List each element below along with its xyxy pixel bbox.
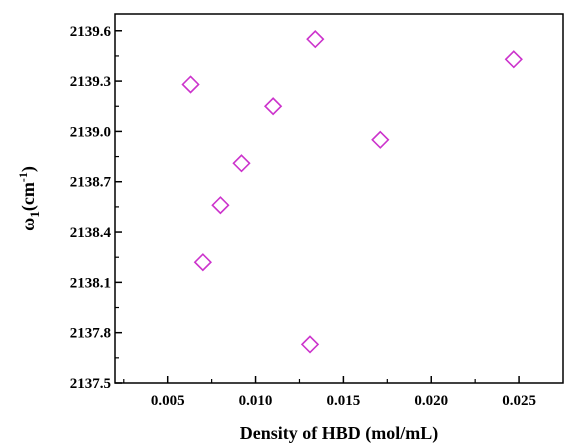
y-tick-label: 2138.1 [70,275,111,291]
plot-border [114,13,564,384]
y-axis-title-superscript: -1 [16,172,30,182]
y-tick-label: 2139.3 [70,74,111,90]
y-axis-title-symbol: ω [18,218,38,231]
data-point-marker [300,335,320,354]
data-point-marker [263,97,283,116]
data-point-marker [211,196,230,215]
data-point-marker [193,253,212,272]
y-axis-title: ω1(cm-1) [16,166,42,231]
x-tick-label: 0.020 [414,393,448,409]
y-axis-title-unit-open: (cm [18,182,39,211]
y-axis-title-subscript: 1 [27,211,42,218]
data-point-marker [504,50,523,69]
x-tick-label: 0.010 [239,393,273,409]
y-tick-label: 2138.4 [70,225,112,241]
data-point-marker [371,130,390,149]
data-point-marker [306,30,325,49]
y-axis: 2137.5 2137.8 2138.1 2138.4 2138.7 2139.0 2139… [70,24,122,392]
x-axis: 0.005 0.010 0.015 0.020 0.025 [123,376,536,409]
y-tick-label: 2139.6 [70,24,112,40]
x-tick-label: 0.025 [502,393,536,409]
x-tick-label: 0.015 [327,393,361,409]
plot-frame [114,13,564,384]
data-point-marker [232,154,251,173]
y-tick-label: 2139.0 [70,124,111,140]
data-markers [181,30,523,354]
y-axis-title-unit-close: ) [18,166,39,172]
data-point-marker [181,75,200,94]
x-axis-title: Density of HBD (mol/mL) [240,423,438,444]
y-tick-label: 2138.7 [70,175,112,191]
y-tick-label: 2137.8 [70,326,111,342]
y-tick-label: 2137.5 [70,376,111,392]
x-tick-label: 0.005 [151,393,185,409]
